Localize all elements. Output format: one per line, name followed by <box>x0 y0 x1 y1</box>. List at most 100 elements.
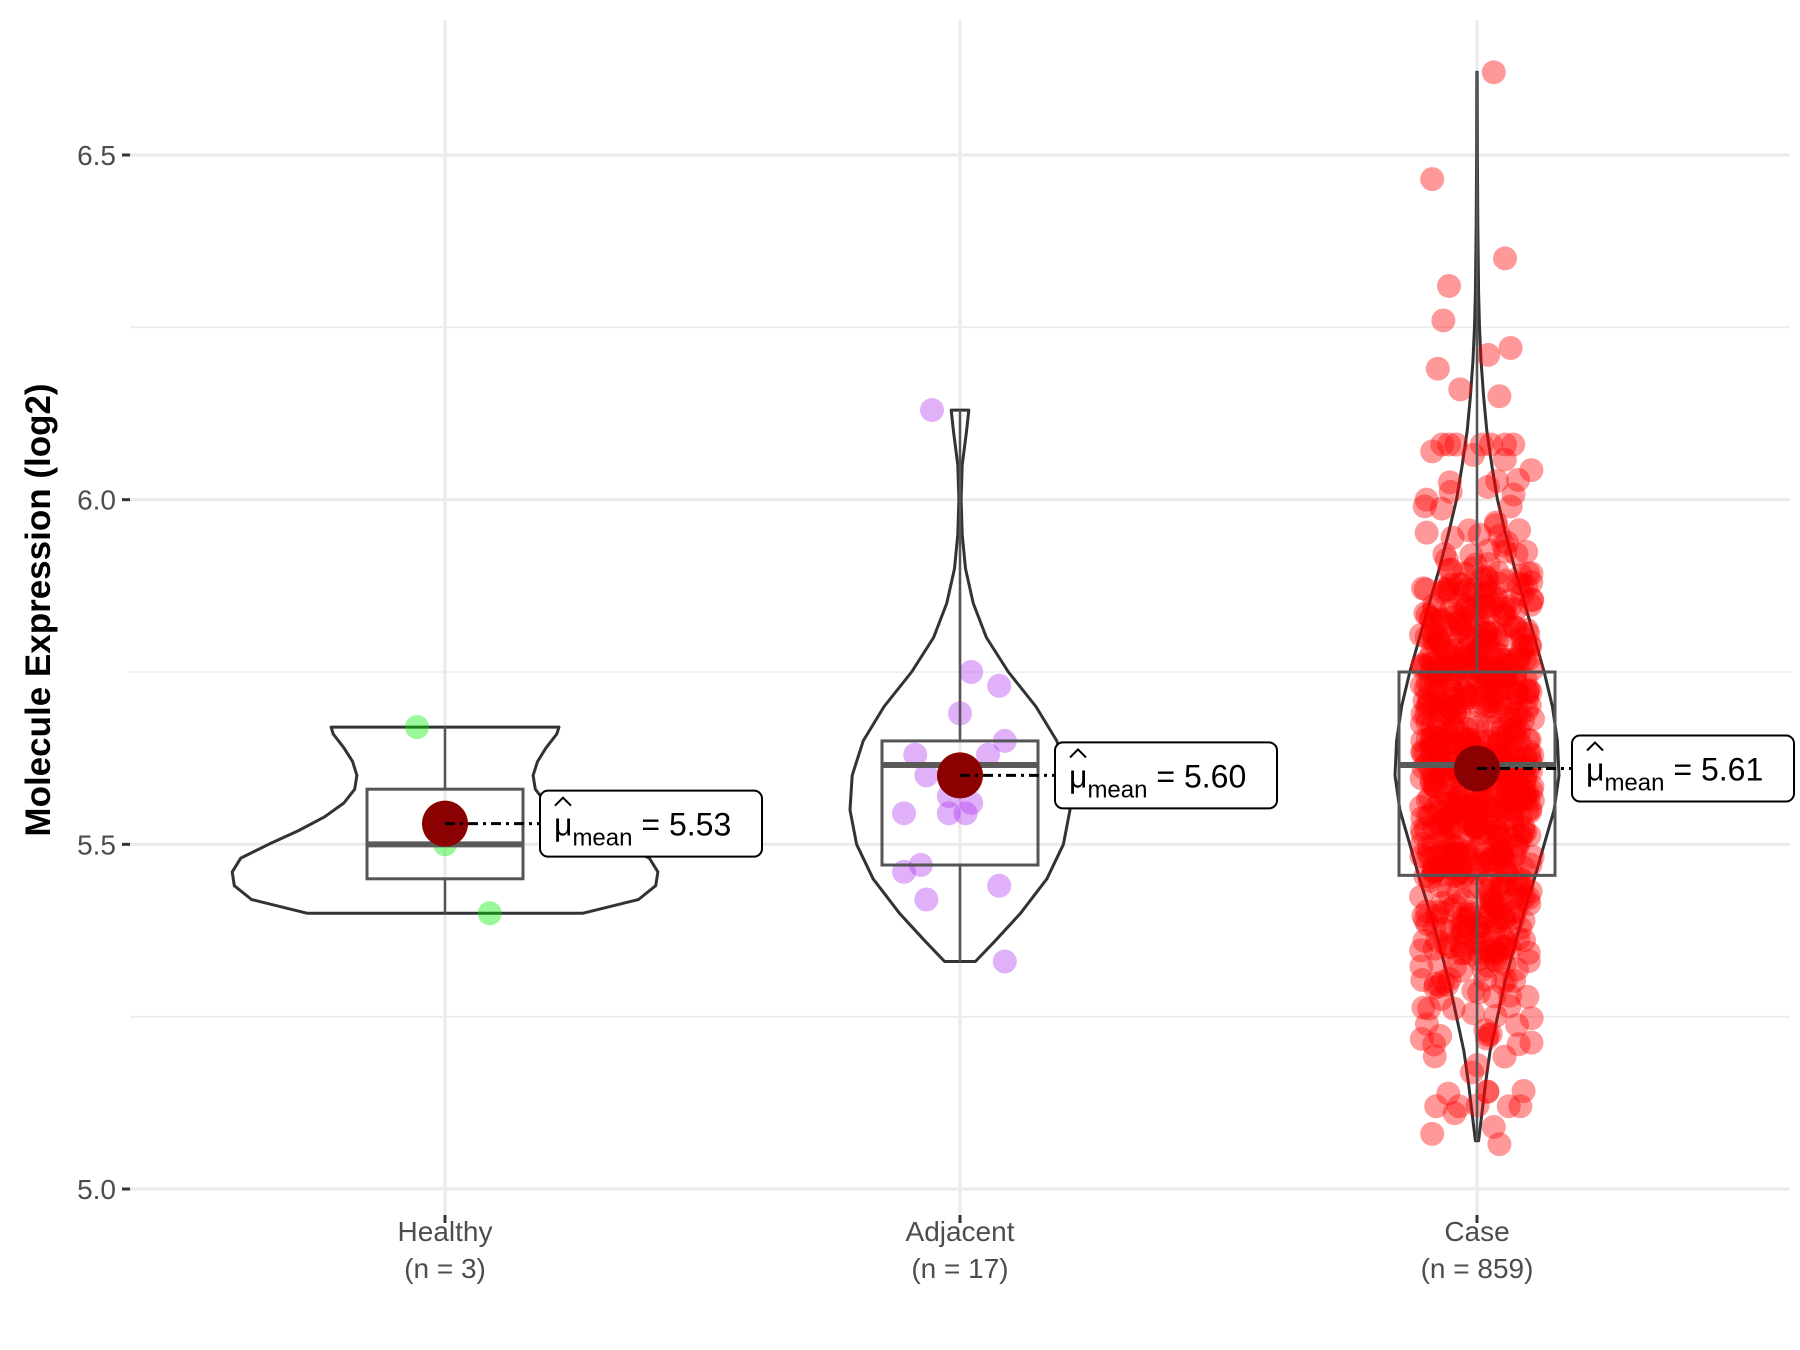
data-point <box>1484 896 1509 921</box>
data-point <box>1517 891 1542 916</box>
data-point <box>1442 645 1467 670</box>
data-point <box>1455 594 1480 619</box>
data-point <box>1455 635 1480 660</box>
data-point <box>1503 662 1528 687</box>
data-point <box>1421 832 1446 857</box>
data-point <box>1516 728 1541 753</box>
data-point <box>1506 872 1531 897</box>
data-point <box>1506 926 1531 951</box>
data-point <box>1479 939 1504 964</box>
data-point <box>1423 775 1448 800</box>
data-point <box>1512 886 1537 911</box>
data-point <box>1449 853 1474 878</box>
data-point <box>1410 711 1435 736</box>
data-point <box>1449 849 1474 874</box>
data-point <box>1494 772 1519 797</box>
data-point <box>1444 782 1469 807</box>
data-point <box>1518 679 1543 704</box>
data-point <box>1413 577 1438 602</box>
data-point <box>1485 468 1510 493</box>
data-point <box>1418 606 1443 631</box>
data-point <box>1415 899 1440 924</box>
data-point <box>1462 854 1487 879</box>
data-point <box>1415 845 1440 870</box>
data-point <box>1442 788 1467 813</box>
data-point <box>1443 658 1468 683</box>
data-point <box>1430 691 1455 716</box>
data-point <box>1505 875 1530 900</box>
y-tick-label: 6.0 <box>77 485 116 516</box>
data-point <box>1489 877 1514 902</box>
data-point <box>1435 613 1460 638</box>
data-point <box>1498 765 1523 790</box>
data-point <box>1486 825 1511 850</box>
data-point <box>1440 832 1465 857</box>
data-point <box>1514 617 1539 642</box>
data-point <box>1429 855 1454 880</box>
data-point <box>1477 579 1502 604</box>
data-point <box>1426 627 1451 652</box>
data-point <box>1478 805 1503 830</box>
data-point <box>1517 739 1542 764</box>
data-point <box>1462 577 1487 602</box>
data-point <box>1461 1001 1486 1026</box>
data-point <box>1414 702 1439 727</box>
data-point <box>1499 806 1524 831</box>
data-point <box>1450 921 1475 946</box>
data-point <box>1443 833 1468 858</box>
data-point <box>1437 273 1461 298</box>
data-point <box>1493 246 1517 271</box>
data-point <box>1508 620 1533 645</box>
data-point <box>1461 442 1486 467</box>
data-point <box>1455 923 1480 948</box>
data-point <box>1482 984 1507 1009</box>
data-point <box>1506 1032 1531 1057</box>
data-point <box>1506 774 1531 799</box>
data-point <box>1437 967 1462 992</box>
data-point <box>1487 695 1512 720</box>
data-point <box>1508 1094 1533 1119</box>
data-point <box>1413 907 1438 932</box>
data-point <box>1451 941 1476 966</box>
data-point <box>1514 698 1539 723</box>
data-point <box>1433 931 1458 956</box>
data-point <box>1465 784 1490 809</box>
data-point <box>1484 586 1509 611</box>
data-point <box>1478 641 1503 666</box>
data-point <box>920 398 944 423</box>
data-point <box>1414 625 1439 650</box>
data-point <box>1446 794 1471 819</box>
data-point <box>1513 646 1538 671</box>
data-point <box>1413 741 1438 766</box>
data-point <box>1429 496 1454 521</box>
data-point <box>1494 852 1519 877</box>
data-point <box>1438 935 1463 960</box>
data-point <box>1457 727 1482 752</box>
data-point <box>1416 803 1441 828</box>
data-point <box>1418 803 1443 828</box>
data-point <box>1449 616 1474 641</box>
data-point <box>1437 812 1462 837</box>
x-tick-label: Adjacent <box>906 1216 1015 1247</box>
data-point <box>1420 724 1445 749</box>
data-point <box>1488 656 1513 681</box>
data-point <box>1410 831 1435 856</box>
data-point <box>1455 672 1480 697</box>
data-point <box>1483 782 1508 807</box>
data-point <box>1495 744 1520 769</box>
data-point <box>1445 786 1470 811</box>
data-point <box>1437 470 1462 495</box>
data-point <box>1516 677 1541 702</box>
data-point <box>1448 858 1473 883</box>
data-point <box>1442 1101 1467 1126</box>
data-point <box>1519 570 1544 595</box>
data-point <box>1478 675 1503 700</box>
data-point <box>1466 914 1491 939</box>
data-point <box>1452 631 1477 656</box>
data-point <box>1422 936 1447 961</box>
data-point <box>1409 622 1434 647</box>
data-point <box>1426 657 1451 682</box>
data-point <box>1474 564 1499 589</box>
data-point <box>1465 837 1490 862</box>
data-point <box>1439 686 1464 711</box>
